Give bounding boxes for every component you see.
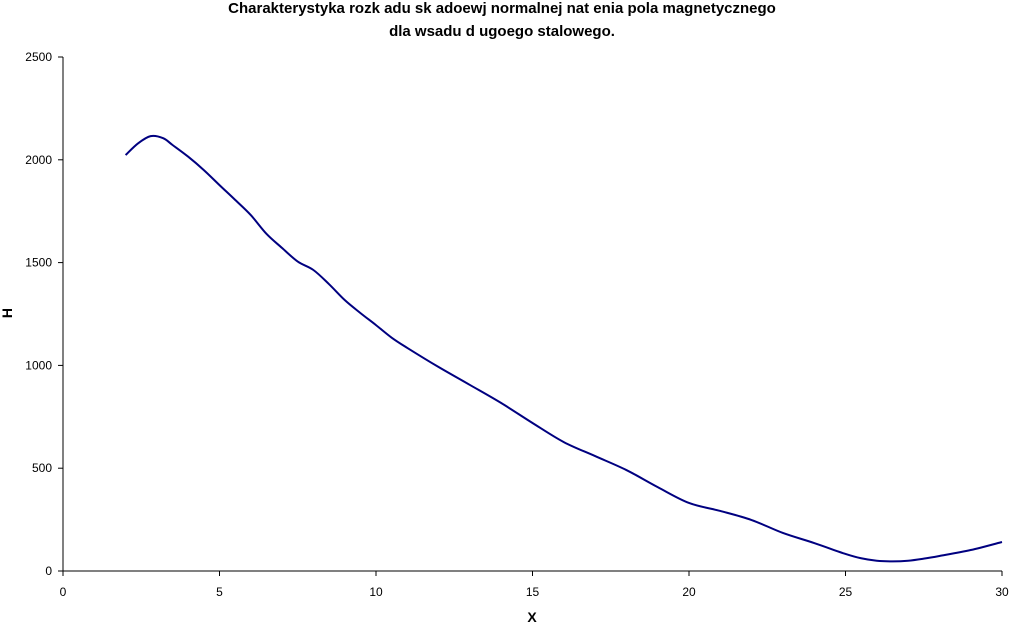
- series-line-h: [124, 134, 1003, 563]
- y-tick-label: 2000: [25, 153, 52, 167]
- y-tick-label: 1500: [25, 256, 52, 270]
- x-tick-label: 15: [526, 585, 540, 599]
- x-tick-label: 30: [995, 585, 1009, 599]
- y-tick-label: 1000: [25, 358, 52, 372]
- x-tick-label: 0: [60, 585, 67, 599]
- y-axis-label: H: [0, 308, 15, 318]
- x-tick-label: 25: [839, 585, 853, 599]
- y-tick-label: 500: [32, 461, 52, 475]
- x-axis-label: X: [527, 609, 537, 625]
- y-tick-label: 0: [45, 564, 52, 578]
- chart-title-line-2: dla wsadu d ugoego stalowego.: [389, 23, 615, 40]
- y-tick-label: 2500: [25, 50, 52, 64]
- x-tick-label: 20: [682, 585, 696, 599]
- x-tick-label: 10: [369, 585, 383, 599]
- chart-title-line-1: Charakterystyka rozk adu sk adoewj norma…: [228, 0, 776, 17]
- x-tick-label: 5: [216, 585, 223, 599]
